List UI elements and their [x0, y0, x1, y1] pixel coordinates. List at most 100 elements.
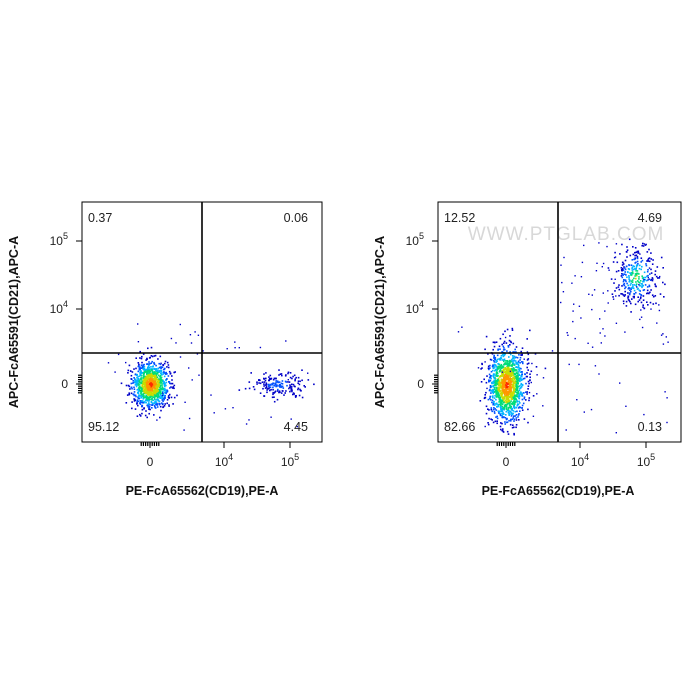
event-point	[159, 376, 162, 378]
event-point	[509, 396, 512, 398]
event-point	[258, 379, 260, 382]
event-point	[642, 245, 645, 247]
event-point	[140, 371, 143, 374]
event-point	[642, 306, 644, 308]
event-point	[503, 368, 506, 370]
event-point	[158, 380, 160, 383]
event-point	[130, 374, 133, 377]
event-point	[511, 393, 513, 395]
event-point	[152, 381, 154, 383]
event-point	[503, 385, 505, 388]
event-point	[156, 404, 158, 406]
event-point	[503, 354, 506, 357]
event-point	[515, 384, 518, 387]
event-point	[143, 363, 145, 366]
event-point	[495, 389, 498, 392]
event-point	[643, 278, 645, 281]
event-point	[490, 408, 493, 411]
event-point	[278, 374, 280, 376]
event-point	[158, 391, 160, 393]
event-point	[519, 380, 521, 383]
event-point	[307, 379, 310, 381]
event-point	[658, 304, 660, 306]
event-point	[148, 403, 150, 405]
event-point	[635, 277, 637, 280]
event-point	[258, 382, 260, 384]
event-point	[517, 374, 519, 377]
event-point	[145, 383, 147, 386]
event-point	[248, 419, 250, 421]
event-point	[163, 396, 166, 399]
event-point	[489, 367, 491, 369]
event-point	[291, 390, 293, 393]
event-point	[148, 398, 150, 400]
event-point	[149, 389, 151, 392]
event-point	[134, 394, 137, 397]
event-point	[493, 407, 495, 409]
event-point	[128, 364, 131, 367]
event-point	[145, 399, 148, 401]
event-point	[165, 390, 167, 393]
event-point	[497, 410, 500, 412]
event-point	[144, 385, 146, 388]
event-point	[149, 393, 151, 395]
event-point	[168, 370, 171, 373]
event-point	[501, 414, 503, 417]
event-point	[521, 378, 524, 381]
event-point	[637, 250, 640, 253]
event-point	[662, 267, 664, 269]
event-point	[511, 369, 514, 371]
event-point	[272, 391, 274, 394]
event-point	[151, 383, 154, 385]
event-point	[160, 376, 163, 379]
event-point	[619, 382, 621, 384]
event-point	[593, 289, 596, 291]
event-point	[271, 383, 274, 386]
event-point	[567, 334, 569, 336]
event-point	[504, 336, 507, 339]
event-point	[143, 378, 145, 381]
event-point	[516, 380, 518, 383]
event-point	[142, 395, 145, 398]
event-point	[148, 391, 150, 394]
event-point	[628, 268, 631, 271]
event-point	[107, 362, 110, 364]
event-point	[496, 420, 498, 422]
event-point	[504, 371, 507, 374]
event-point	[504, 366, 507, 369]
event-point	[504, 330, 506, 333]
event-point	[513, 368, 515, 371]
event-point	[634, 251, 636, 254]
event-point	[632, 295, 635, 298]
event-point	[498, 403, 501, 406]
event-point	[510, 400, 512, 402]
event-point	[275, 384, 277, 386]
event-point	[120, 382, 123, 385]
event-point	[162, 364, 164, 366]
event-point	[510, 413, 512, 415]
event-point	[160, 379, 162, 381]
event-point	[499, 401, 502, 404]
event-point	[145, 397, 148, 399]
event-point	[644, 279, 646, 281]
event-point	[498, 399, 501, 401]
event-point	[634, 247, 637, 249]
event-point	[509, 390, 511, 393]
event-point	[493, 376, 495, 378]
event-point	[141, 383, 144, 386]
event-point	[184, 401, 186, 403]
event-point	[165, 373, 167, 375]
event-point	[515, 372, 518, 374]
event-point	[623, 302, 625, 305]
event-point	[660, 256, 663, 259]
event-point	[511, 365, 513, 368]
event-point	[502, 407, 504, 409]
event-point	[517, 379, 519, 381]
event-point	[132, 380, 134, 382]
event-point	[628, 279, 631, 281]
event-point	[149, 379, 152, 381]
event-point	[497, 349, 499, 351]
event-point	[501, 388, 504, 391]
event-point	[144, 399, 147, 402]
event-point	[507, 392, 510, 394]
